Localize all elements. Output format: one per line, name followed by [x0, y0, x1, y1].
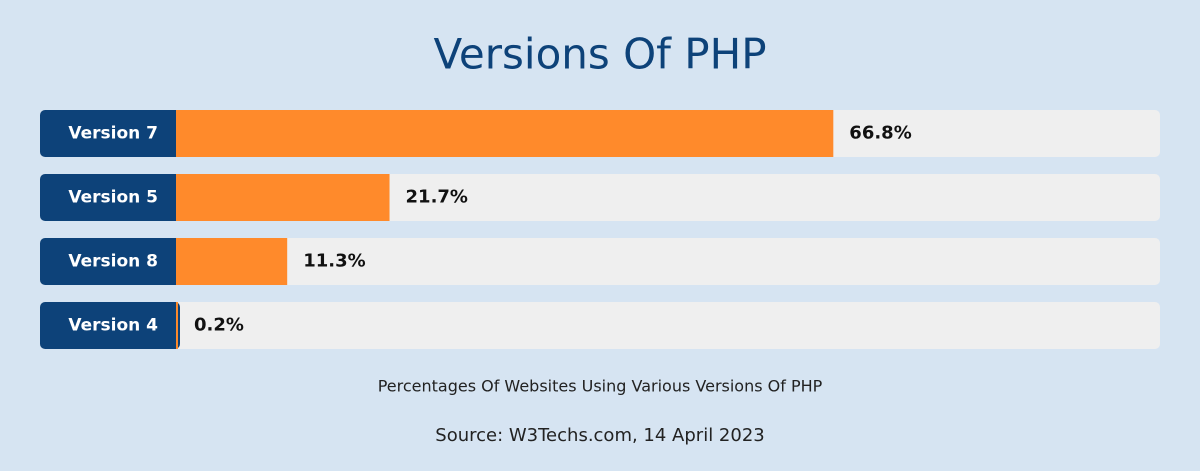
value-label: 21.7% [406, 187, 468, 208]
bar-track [40, 302, 1160, 349]
value-label: 11.3% [303, 251, 365, 272]
chart-source: Source: W3Techs.com, 14 April 2023 [435, 425, 764, 446]
category-box [40, 302, 180, 349]
category-label: Version 5 [68, 188, 158, 208]
category-box [40, 110, 180, 157]
bar [176, 238, 288, 285]
category-box-edge [170, 110, 176, 157]
bar-track [40, 238, 1160, 285]
value-label: 0.2% [194, 315, 244, 336]
chart-subtitle: Percentages Of Websites Using Various Ve… [378, 377, 823, 396]
category-box [40, 174, 180, 221]
category-label: Version 4 [68, 316, 158, 336]
chart-title: Versions Of PHP [433, 30, 766, 79]
category-box [40, 238, 180, 285]
value-label: 66.8% [849, 123, 911, 144]
category-box-edge [170, 302, 176, 349]
category-label: Version 8 [68, 252, 158, 272]
category-box-edge [170, 238, 176, 285]
bar [176, 302, 178, 349]
category-label: Version 7 [68, 124, 158, 144]
bar [176, 110, 834, 157]
bar [176, 174, 390, 221]
category-box-edge [170, 174, 176, 221]
